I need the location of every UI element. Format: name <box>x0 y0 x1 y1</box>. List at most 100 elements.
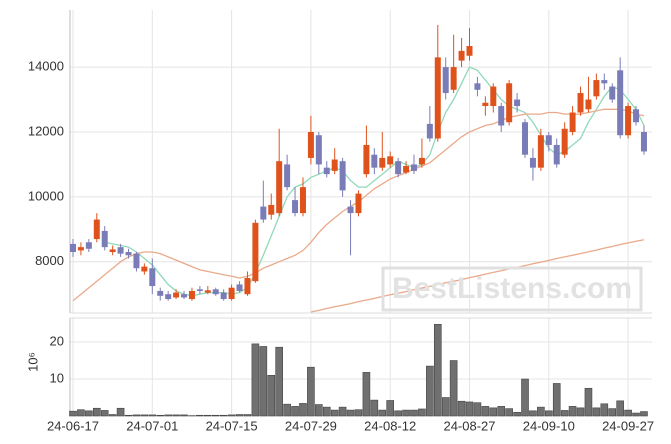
x-tick-label: 24-07-29 <box>285 418 337 433</box>
candle-body <box>196 289 203 291</box>
candle-body <box>434 57 441 139</box>
candle-body <box>220 292 227 300</box>
candle-body <box>490 86 497 107</box>
volume-bar <box>132 414 141 417</box>
x-tick-label: 24-09-27 <box>602 418 654 433</box>
candle-body <box>212 289 219 295</box>
x-tick-label: 24-08-12 <box>364 418 416 433</box>
candle-body <box>363 144 370 175</box>
candle-body <box>323 167 330 175</box>
candle-body <box>522 122 529 155</box>
volume-bar <box>267 375 276 417</box>
candle-body <box>260 206 267 220</box>
volume-bar <box>521 378 529 417</box>
candle-body <box>141 266 148 272</box>
candle-body <box>395 161 402 175</box>
volume-bar <box>108 414 117 417</box>
volume-bar <box>77 409 85 417</box>
y-tick-label: 8000 <box>35 253 64 268</box>
volume-bar <box>180 414 188 417</box>
candle-body <box>109 249 116 253</box>
volume-bar <box>465 401 474 417</box>
volume-bar <box>568 406 577 417</box>
volume-bar <box>537 406 545 417</box>
volume-bar <box>370 399 379 417</box>
watermark: BestListens.com <box>392 272 632 305</box>
volume-bar <box>219 414 228 417</box>
candle-body <box>450 67 457 90</box>
candle-body <box>537 135 544 168</box>
candle-body <box>593 80 600 97</box>
candle-body <box>117 247 124 254</box>
volume-bar <box>584 387 593 417</box>
volume-bar <box>140 414 149 417</box>
volume-bar <box>616 400 624 417</box>
volume-bar <box>426 365 434 417</box>
volume-bar <box>330 409 339 417</box>
volume-bar <box>632 412 640 417</box>
candle-body <box>474 83 481 90</box>
candle-body <box>577 93 584 113</box>
volume-bar <box>156 414 165 417</box>
volume-bar <box>148 414 157 417</box>
candle-body <box>379 157 386 168</box>
volume-bar <box>473 402 482 417</box>
candle-body <box>228 287 235 300</box>
candle-body <box>204 290 211 293</box>
volume-bar <box>235 414 244 417</box>
volume-bar <box>338 406 347 417</box>
volume-bar <box>85 410 93 417</box>
candle-body <box>244 277 251 295</box>
candle-body <box>276 161 283 214</box>
y-tick-label: 20 <box>50 333 64 348</box>
volume-bar <box>116 407 125 417</box>
volume-bar <box>529 410 537 417</box>
candle-body <box>529 157 536 168</box>
volume-bar <box>275 346 283 417</box>
volume-bar <box>560 410 569 417</box>
candle-body <box>387 156 394 165</box>
candle-body <box>561 128 568 155</box>
candle-body <box>85 242 92 249</box>
volume-bar <box>69 410 77 417</box>
x-tick-label: 24-06-17 <box>47 418 99 433</box>
candle-body <box>292 200 299 214</box>
candle-body <box>585 99 592 110</box>
candle-body <box>442 67 449 94</box>
volume-bar <box>552 383 561 417</box>
volume-bar <box>299 403 307 417</box>
volume-bar <box>433 323 442 417</box>
candle-body <box>101 230 108 248</box>
volume-bar <box>100 410 109 417</box>
y-tick-label: 10000 <box>28 188 64 203</box>
volume-bar <box>315 404 323 417</box>
candle-body <box>609 86 616 100</box>
candle-body <box>188 290 195 300</box>
volume-bar <box>362 372 371 417</box>
candle-body <box>339 161 346 191</box>
volume-bar <box>164 414 172 417</box>
candle-body <box>640 131 647 152</box>
volume-bar <box>608 408 617 417</box>
volume-bar <box>291 406 299 417</box>
candle-body <box>165 294 172 300</box>
candle-body <box>252 222 259 282</box>
volume-bar <box>283 403 291 417</box>
candle-body <box>236 284 243 291</box>
candle-body <box>458 50 465 61</box>
candle-body <box>125 252 132 256</box>
x-tick-label: 24-09-10 <box>523 418 575 433</box>
volume-bar <box>211 414 220 417</box>
candle-body <box>410 164 417 171</box>
candle-body <box>466 46 473 56</box>
y-tick-label: 14000 <box>28 59 64 74</box>
volume-bar <box>497 406 506 417</box>
volume-bar <box>600 403 609 417</box>
volume-bar <box>489 407 498 417</box>
candle-body <box>268 204 275 215</box>
volume-bar <box>259 346 268 417</box>
candle-body <box>569 112 576 132</box>
volume-bar <box>624 409 632 417</box>
candle-body <box>498 106 505 126</box>
